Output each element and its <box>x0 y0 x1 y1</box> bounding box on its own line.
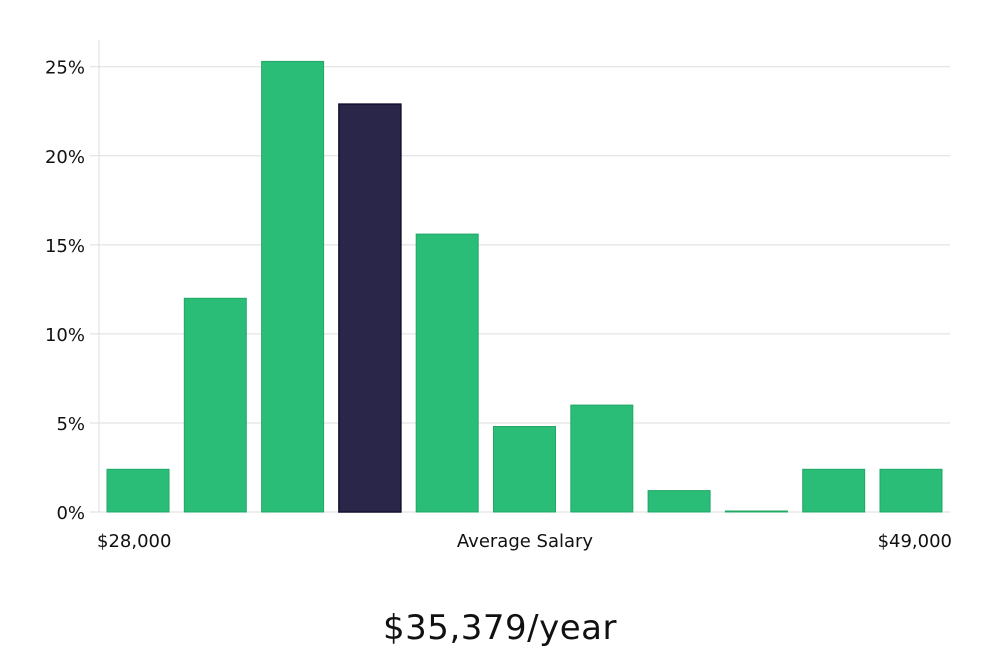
y-tick-label: 20% <box>45 147 85 168</box>
bar <box>493 426 556 513</box>
bar-highlighted <box>338 103 402 513</box>
bar <box>570 404 634 513</box>
x-min-label: $28,000 <box>97 531 171 552</box>
bar <box>261 60 325 513</box>
y-tick-label: 5% <box>56 414 85 435</box>
bar <box>879 468 943 513</box>
y-tick-label: 15% <box>45 236 85 257</box>
y-axis-ticks: 0% 5% 10% 15% 20% 25% <box>45 58 85 524</box>
bar <box>106 468 170 513</box>
y-tick-label: 10% <box>45 325 85 346</box>
bar <box>183 297 247 513</box>
y-tick-label: 0% <box>56 503 85 524</box>
bar <box>802 468 866 513</box>
y-tick-label: 25% <box>45 58 85 79</box>
average-salary-value: $35,379/year <box>383 608 617 648</box>
bars <box>106 60 943 513</box>
x-axis-title: Average Salary <box>457 531 594 552</box>
bar <box>724 510 788 513</box>
salary-histogram: 0%5%10%15%20%25% $28,000 Average Salary … <box>45 40 952 552</box>
x-max-label: $49,000 <box>878 531 952 552</box>
bar <box>647 490 711 513</box>
bar <box>415 233 479 513</box>
